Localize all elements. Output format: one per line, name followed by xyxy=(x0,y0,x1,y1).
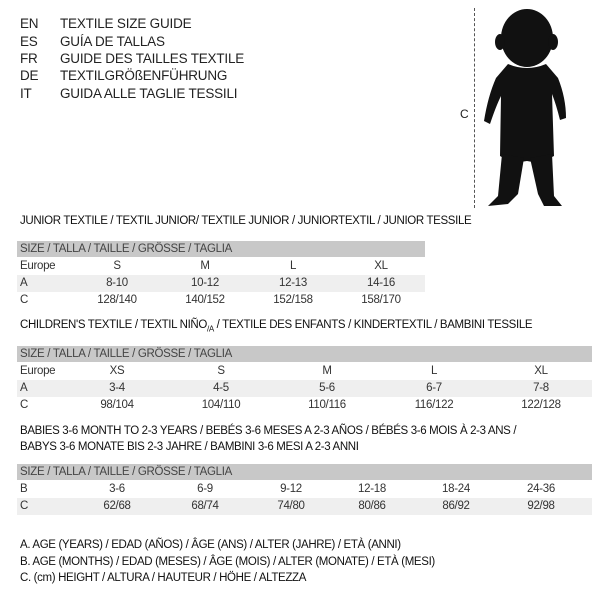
children-title-main: CHILDREN'S TEXTILE / TEXTIL NIÑO xyxy=(20,319,207,331)
table-cell: 98/104 xyxy=(100,399,134,411)
table-cell: 128/140 xyxy=(97,294,137,306)
legend-c: C. (cm) HEIGHT / ALTURA / HAUTEUR / HÖHE… xyxy=(20,572,307,584)
junior-title: JUNIOR TEXTILE / TEXTIL JUNIOR/ TEXTILE … xyxy=(20,215,472,227)
babies-title-line2: BABYS 3-6 MONATE BIS 2-3 JAHRE / BAMBINI… xyxy=(20,441,359,453)
table-cell: 116/122 xyxy=(414,399,454,411)
children-title-rest: / TEXTILE DES ENFANTS / KINDERTEXTIL / B… xyxy=(213,319,533,331)
table-cell: 80/86 xyxy=(358,500,386,512)
size-header: SIZE / TALLA / TAILLE / GRÖSSE / TAGLIA xyxy=(17,346,592,362)
children-title-sub: /A xyxy=(206,324,214,334)
language-title: TEXTILGRÖßENFÜHRUNG xyxy=(60,68,228,83)
table-row: Europe XS S M L XL xyxy=(17,363,592,380)
table-cell: 5-6 xyxy=(319,382,335,394)
language-code: FR xyxy=(20,51,38,66)
table-row: C 128/140 140/152 152/158 158/170 xyxy=(17,292,425,309)
table-cell: M xyxy=(322,365,332,377)
language-title: GUIDA ALLE TAGLIE TESSILI xyxy=(60,86,238,101)
table-cell: 3-6 xyxy=(109,483,125,495)
language-code: DE xyxy=(20,68,39,83)
table-cell: S xyxy=(113,260,121,272)
row-label: C xyxy=(20,399,29,411)
table-cell: 9-12 xyxy=(280,483,302,495)
height-measure-label: C xyxy=(460,107,469,121)
table-cell: 68/74 xyxy=(191,500,219,512)
table-row: C 62/68 68/74 74/80 80/86 86/92 92/98 xyxy=(17,498,592,515)
table-cell: 18-24 xyxy=(442,483,470,495)
table-row: A 8-10 10-12 12-13 14-16 xyxy=(17,275,425,292)
language-title: GUIDE DES TAILLES TEXTILE xyxy=(60,51,245,66)
language-code: ES xyxy=(20,34,38,49)
table-cell: 110/116 xyxy=(308,399,346,411)
row-label: B xyxy=(20,483,28,495)
table-cell: 6-7 xyxy=(426,382,442,394)
table-cell: L xyxy=(430,365,438,377)
babies-title-line1: BABIES 3-6 MONTH TO 2-3 YEARS / BEBÉS 3-… xyxy=(20,425,517,437)
table-cell: 24-36 xyxy=(527,483,555,495)
table-cell: 86/92 xyxy=(442,500,470,512)
table-row: C 98/104 104/110 110/116 116/122 122/128 xyxy=(17,397,592,414)
language-title: GUÍA DE TALLAS xyxy=(60,34,165,49)
table-cell: 7-8 xyxy=(533,382,549,394)
table-cell: 12-13 xyxy=(279,277,307,289)
table-cell: XL xyxy=(374,260,388,272)
table-cell: 158/170 xyxy=(361,294,401,306)
table-cell: 4-5 xyxy=(213,382,229,394)
legend-a: A. AGE (YEARS) / EDAD (AÑOS) / ÂGE (ANS)… xyxy=(20,539,401,551)
row-label: A xyxy=(20,382,28,394)
baby-silhouette-icon xyxy=(484,9,566,206)
table-cell: 62/68 xyxy=(103,500,131,512)
table-cell: 104/110 xyxy=(201,399,241,411)
size-header: SIZE / TALLA / TAILLE / GRÖSSE / TAGLIA xyxy=(17,241,425,257)
table-cell: 10-12 xyxy=(191,277,219,289)
legend-b: B. AGE (MONTHS) / EDAD (MESES) / ÂGE (MO… xyxy=(20,556,435,568)
table-cell: 122/128 xyxy=(521,399,561,411)
row-label: A xyxy=(20,277,28,289)
row-label: Europe xyxy=(20,260,56,272)
table-cell: 12-18 xyxy=(358,483,386,495)
language-code: EN xyxy=(20,16,39,31)
language-title: TEXTILE SIZE GUIDE xyxy=(60,16,192,31)
table-cell: 74/80 xyxy=(277,500,305,512)
table-cell: 14-16 xyxy=(367,277,395,289)
table-cell: XL xyxy=(534,365,548,377)
height-measure-line xyxy=(474,8,475,208)
table-cell: 140/152 xyxy=(185,294,225,306)
table-cell: L xyxy=(289,260,297,272)
table-row: Europe S M L XL xyxy=(17,258,425,275)
table-cell: 6-9 xyxy=(197,483,213,495)
table-cell: 3-4 xyxy=(109,382,125,394)
table-cell: 92/98 xyxy=(527,500,555,512)
language-code: IT xyxy=(20,86,32,101)
table-cell: M xyxy=(200,260,210,272)
table-cell: S xyxy=(217,365,225,377)
table-cell: 152/158 xyxy=(273,294,313,306)
table-cell: XS xyxy=(109,365,125,377)
table-row: B 3-6 6-9 9-12 12-18 18-24 24-36 xyxy=(17,481,592,498)
row-label: C xyxy=(20,294,29,306)
row-label: C xyxy=(20,500,29,512)
children-title: CHILDREN'S TEXTILE / TEXTIL NIÑO/A / TEX… xyxy=(20,319,533,334)
table-row: A 3-4 4-5 5-6 6-7 7-8 xyxy=(17,380,592,397)
table-cell: 8-10 xyxy=(106,277,128,289)
row-label: Europe xyxy=(20,365,56,377)
size-header: SIZE / TALLA / TAILLE / GRÖSSE / TAGLIA xyxy=(17,464,592,480)
